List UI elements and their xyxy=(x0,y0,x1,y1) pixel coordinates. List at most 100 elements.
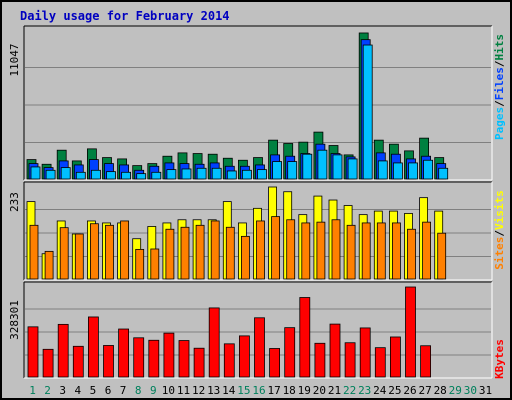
day-label-16: 16 xyxy=(252,384,265,397)
day-label-11: 11 xyxy=(177,384,190,397)
sites-bar-7 xyxy=(120,220,129,280)
legend-hits: Hits xyxy=(493,34,506,61)
pages-bar-16 xyxy=(257,169,267,180)
kbytes-bar-14 xyxy=(223,343,235,378)
pages-bar-26 xyxy=(408,162,418,180)
day-label-4: 4 xyxy=(74,384,81,397)
sites-bar-2 xyxy=(44,250,54,280)
pages-bar-3 xyxy=(60,167,71,180)
kbytes-bar-27 xyxy=(420,345,432,378)
kbytes-bar-16 xyxy=(254,317,265,378)
day-label-5: 5 xyxy=(90,384,97,397)
kbytes-bar-2 xyxy=(42,348,54,378)
day-label-15: 15 xyxy=(237,384,250,397)
day-label-28: 28 xyxy=(434,384,447,397)
day-label-17: 17 xyxy=(267,384,280,397)
kbytes-bar-23 xyxy=(359,327,371,378)
legend-sep: / xyxy=(493,230,506,237)
pages-bar-27 xyxy=(423,159,434,180)
sites-bar-24 xyxy=(376,222,386,280)
day-label-22: 22 xyxy=(343,384,356,397)
kbytes-bar-19 xyxy=(299,297,311,378)
day-label-2: 2 xyxy=(44,384,51,397)
pages-bar-7 xyxy=(121,171,131,180)
legend-visits-sites: Sites/Visits xyxy=(493,190,506,270)
pages-bar-23 xyxy=(362,44,373,180)
panel-2-ymax-label: 233 xyxy=(8,192,21,212)
day-label-14: 14 xyxy=(222,384,236,397)
legend-files: Files xyxy=(493,67,506,100)
sites-bar-9 xyxy=(150,248,160,280)
sites-bar-25 xyxy=(391,222,401,280)
sites-bar-15 xyxy=(240,235,250,280)
kbytes-bar-25 xyxy=(389,336,401,378)
kbytes-bar-13 xyxy=(208,307,220,378)
sites-bar-5 xyxy=(90,223,99,280)
legend-kbytes: KBytes xyxy=(493,339,506,379)
pages-bar-10 xyxy=(166,169,177,180)
kbytes-bar-10 xyxy=(163,332,175,378)
sites-bar-21 xyxy=(331,219,341,280)
day-label-25: 25 xyxy=(388,384,401,397)
sites-bar-26 xyxy=(407,228,416,280)
day-label-23: 23 xyxy=(358,384,371,397)
sites-bar-18 xyxy=(286,219,296,280)
sites-bar-27 xyxy=(422,221,432,280)
day-label-31: 31 xyxy=(479,384,492,397)
legend-pages: Pages xyxy=(493,107,506,140)
sites-bar-16 xyxy=(256,220,265,280)
kbytes-bar-6 xyxy=(103,345,114,378)
sites-bar-6 xyxy=(105,224,114,280)
sites-bar-11 xyxy=(180,226,190,280)
pages-bar-28 xyxy=(438,167,449,180)
sites-bar-22 xyxy=(346,224,356,280)
day-label-24: 24 xyxy=(373,384,387,397)
sites-bar-28 xyxy=(437,232,447,280)
kbytes-bar-20 xyxy=(314,342,326,378)
sites-bar-23 xyxy=(361,222,371,280)
kbytes-bar-7 xyxy=(118,328,129,378)
sites-bar-14 xyxy=(225,226,235,280)
kbytes-bar-22 xyxy=(344,342,356,378)
kbytes-bar-5 xyxy=(88,316,99,378)
sites-bar-20 xyxy=(316,221,326,280)
day-label-27: 27 xyxy=(418,384,431,397)
pages-bar-20 xyxy=(317,149,328,180)
legend-sep: / xyxy=(493,60,506,67)
panel-3-ymax-label: 328301 xyxy=(8,300,21,340)
day-label-21: 21 xyxy=(328,384,341,397)
day-label-26: 26 xyxy=(403,384,416,397)
kbytes-bar-21 xyxy=(329,323,341,378)
day-label-29: 29 xyxy=(449,384,462,397)
sites-bar-10 xyxy=(165,228,175,280)
pages-bar-25 xyxy=(392,162,403,180)
pages-bar-4 xyxy=(75,171,86,180)
pages-bar-17 xyxy=(272,161,283,180)
day-label-12: 12 xyxy=(192,384,205,397)
kbytes-bar-3 xyxy=(57,323,69,378)
pages-bar-21 xyxy=(332,154,343,180)
sites-bar-8 xyxy=(135,248,145,280)
kbytes-bar-1 xyxy=(27,326,39,378)
kbytes-bar-8 xyxy=(133,337,145,378)
day-label-13: 13 xyxy=(207,384,220,397)
panel-1-background xyxy=(24,26,492,180)
pages-bar-15 xyxy=(241,169,252,180)
kbytes-bar-11 xyxy=(178,340,190,378)
pages-bar-14 xyxy=(226,170,237,180)
legend-sites: Sites xyxy=(493,237,506,270)
pages-bar-22 xyxy=(347,158,358,180)
sites-bar-4 xyxy=(74,233,84,280)
day-label-6: 6 xyxy=(105,384,112,397)
day-label-19: 19 xyxy=(298,384,311,397)
kbytes-bar-17 xyxy=(269,348,281,378)
pages-bar-13 xyxy=(211,167,222,180)
kbytes-bar-18 xyxy=(284,327,296,378)
kbytes-bar-12 xyxy=(193,347,205,378)
pages-bar-12 xyxy=(196,167,207,180)
day-label-20: 20 xyxy=(313,384,326,397)
kbytes-bar-26 xyxy=(405,286,416,378)
pages-bar-6 xyxy=(106,171,116,180)
